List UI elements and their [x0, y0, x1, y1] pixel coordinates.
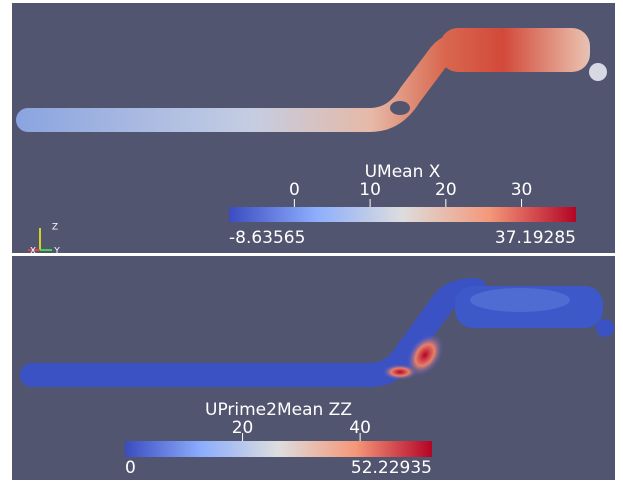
- range-max-label: 52.22935: [351, 458, 432, 478]
- range-min-label: 0: [125, 458, 136, 478]
- axis-label: Y: [53, 247, 60, 257]
- tick-label: 20: [435, 180, 457, 200]
- paraview-window: UMean X 0 10 20 30 -8.63565 37.19285 Z X Y UPrime2…: [0, 0, 623, 484]
- tick-label: 40: [349, 418, 371, 438]
- tick-label: 30: [511, 180, 533, 200]
- axis-label: Z: [52, 223, 58, 233]
- range-max-label: 37.19285: [495, 228, 576, 248]
- tick-label: 10: [359, 180, 381, 200]
- page: UMean X 0 10 20 30 -8.63565 37.19285 Z X Y UPrime2…: [0, 0, 623, 484]
- color-bar: [229, 207, 576, 222]
- color-bar-title: UPrime2Mean ZZ: [205, 400, 352, 420]
- range-min-label: -8.63565: [229, 228, 305, 248]
- axis-label: X: [30, 247, 36, 257]
- separator: [0, 253, 623, 256]
- color-bar-title: UMean X: [365, 162, 441, 182]
- tick-label: 0: [289, 180, 300, 200]
- color-bar: [125, 441, 432, 457]
- tick-label: 20: [232, 418, 254, 438]
